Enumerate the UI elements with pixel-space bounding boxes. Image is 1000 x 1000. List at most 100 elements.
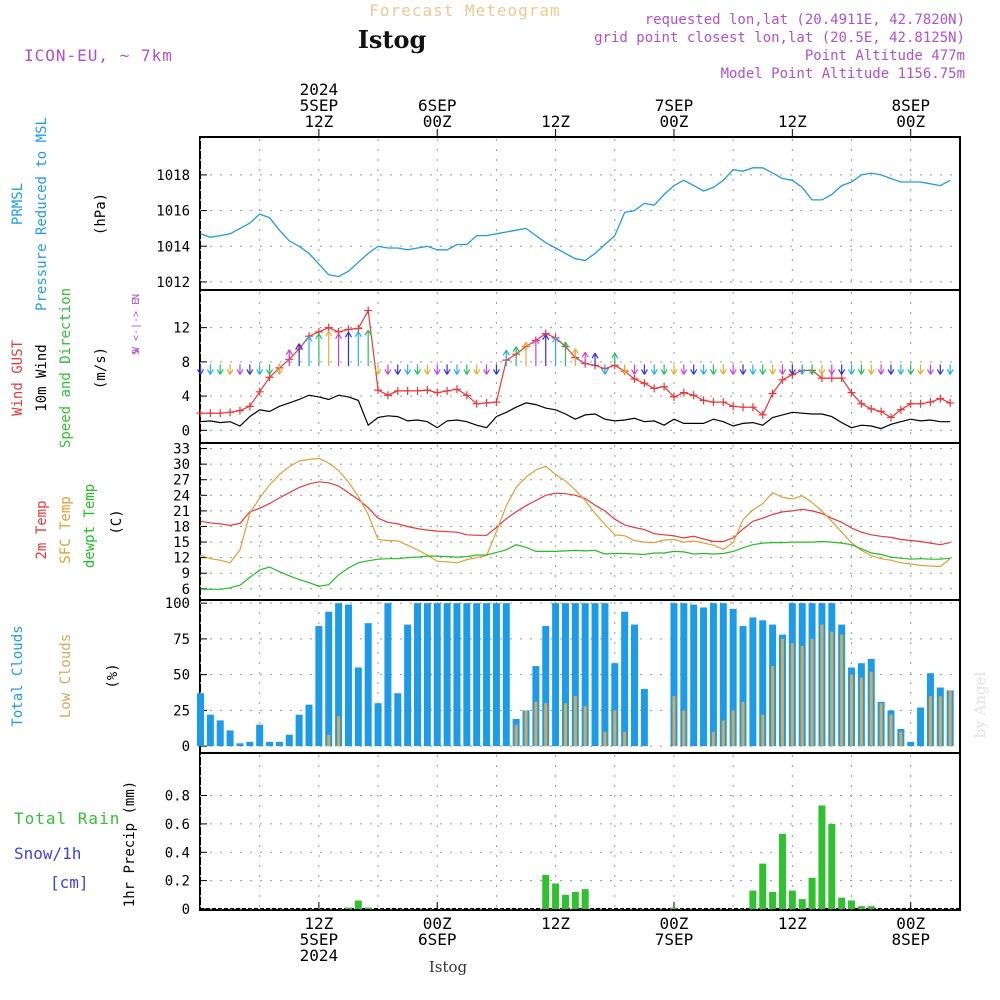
wind-arrow-head bbox=[512, 346, 520, 352]
y-tick-label: 4 bbox=[182, 389, 190, 405]
precip-bar bbox=[561, 894, 569, 909]
total-cloud-bar bbox=[197, 693, 204, 747]
wind-arrow bbox=[778, 364, 786, 375]
gust-marker bbox=[344, 325, 353, 334]
total-cloud-bar bbox=[502, 603, 510, 747]
wind-arrow bbox=[492, 364, 500, 375]
wind-arrow bbox=[463, 364, 471, 375]
y-tick-label: 24 bbox=[173, 488, 190, 504]
total-cloud-bar bbox=[453, 603, 461, 747]
total-cloud-bar bbox=[631, 624, 639, 747]
bottom-time-label: 12Z bbox=[541, 914, 570, 933]
wind-arrow-head bbox=[848, 369, 856, 375]
axis-label-total-rain: Total Rain bbox=[14, 809, 120, 828]
y-tick-label: 100 bbox=[165, 596, 190, 612]
precip-bar bbox=[542, 874, 550, 909]
wind-arrow bbox=[719, 364, 727, 375]
wind-arrow bbox=[798, 364, 806, 375]
wind-arrow-head bbox=[256, 369, 264, 375]
total-cloud-bar bbox=[344, 604, 352, 747]
wind-arrow bbox=[335, 333, 343, 367]
wind-arrow bbox=[552, 336, 560, 367]
wind-arrow-head bbox=[907, 369, 915, 375]
wind-arrow-head bbox=[354, 331, 362, 337]
footer-location: Istog bbox=[429, 958, 468, 976]
low-cloud-bar bbox=[534, 701, 538, 747]
wind-arrow-head bbox=[650, 369, 658, 375]
wind-arrow bbox=[907, 364, 915, 375]
wind-arrow-head bbox=[749, 369, 757, 375]
gust-marker bbox=[413, 386, 422, 395]
gust-marker bbox=[472, 399, 481, 408]
low-cloud-bar bbox=[889, 714, 893, 747]
wind-arrow-head bbox=[443, 369, 451, 375]
total-cloud-bar bbox=[404, 624, 412, 747]
precip-bar bbox=[808, 877, 816, 909]
gust-marker bbox=[196, 409, 205, 418]
wind-arrow bbox=[759, 364, 767, 375]
gust-marker bbox=[817, 374, 826, 383]
panel-1: 1012 1014 1016 1018 bbox=[156, 136, 961, 291]
wind-arrow-head bbox=[926, 369, 934, 375]
wind-arrow bbox=[867, 364, 875, 375]
wind-arrow-head bbox=[946, 369, 954, 375]
wind-arrow bbox=[601, 364, 609, 375]
gust-marker bbox=[739, 403, 748, 412]
axis-label-celsius: (C) bbox=[109, 509, 125, 534]
total-cloud-bar bbox=[640, 688, 648, 747]
wind-arrow bbox=[532, 338, 540, 367]
wind-arrow bbox=[256, 364, 264, 375]
wind-arrow bbox=[236, 364, 244, 375]
wind-arrow bbox=[581, 351, 589, 367]
total-cloud-bar bbox=[226, 730, 234, 747]
wind-arrow-head bbox=[344, 331, 352, 338]
y-tick-label: 0.4 bbox=[165, 845, 190, 861]
wind-arrow bbox=[848, 364, 856, 375]
low-cloud-bar bbox=[524, 710, 528, 747]
axis-label-wind: 10m Wind bbox=[34, 344, 50, 411]
total-cloud-bar bbox=[670, 603, 678, 747]
wind-arrow bbox=[660, 364, 668, 375]
wind-arrow-head bbox=[335, 333, 343, 339]
precip-bar bbox=[828, 823, 836, 909]
gust-marker bbox=[729, 402, 738, 411]
gust-marker bbox=[699, 396, 708, 405]
y-tick-label: 27 bbox=[173, 473, 190, 489]
low-cloud-bar bbox=[869, 671, 873, 747]
wind-arrow-head bbox=[936, 369, 944, 375]
wind-arrow-head bbox=[709, 369, 717, 375]
axis-label-sfc: SFC Temp bbox=[58, 496, 74, 563]
low-cloud-bar bbox=[761, 714, 765, 747]
series-wind bbox=[200, 394, 951, 430]
wind-arrow bbox=[897, 364, 905, 375]
total-cloud-bar bbox=[394, 693, 402, 747]
gust-marker bbox=[245, 402, 254, 411]
axis-label-low-clouds: Low Clouds bbox=[58, 634, 74, 718]
wind-arrow-head bbox=[769, 369, 777, 375]
gust-marker bbox=[433, 388, 442, 397]
gust-marker bbox=[206, 409, 215, 418]
gust-marker bbox=[660, 382, 669, 391]
precip-bar bbox=[552, 883, 560, 909]
low-cloud-bar bbox=[672, 696, 676, 747]
wind-arrow bbox=[808, 364, 816, 375]
wind-arrow bbox=[631, 364, 639, 375]
wind-arrow bbox=[690, 364, 698, 375]
total-cloud-bar bbox=[266, 741, 274, 747]
wind-arrow bbox=[887, 364, 895, 375]
gust-marker bbox=[443, 386, 452, 395]
wind-arrow-head bbox=[196, 369, 205, 375]
precip-bar bbox=[857, 906, 865, 909]
wind-arrow bbox=[404, 364, 412, 375]
wind-arrow bbox=[542, 334, 550, 367]
total-cloud-bar bbox=[275, 741, 283, 747]
total-cloud-bar bbox=[384, 603, 392, 747]
low-cloud-bar bbox=[613, 710, 617, 747]
gust-marker bbox=[226, 408, 235, 417]
y-tick-label: 0 bbox=[182, 739, 190, 755]
total-cloud-bar bbox=[492, 603, 500, 747]
total-cloud-bar bbox=[542, 626, 550, 747]
